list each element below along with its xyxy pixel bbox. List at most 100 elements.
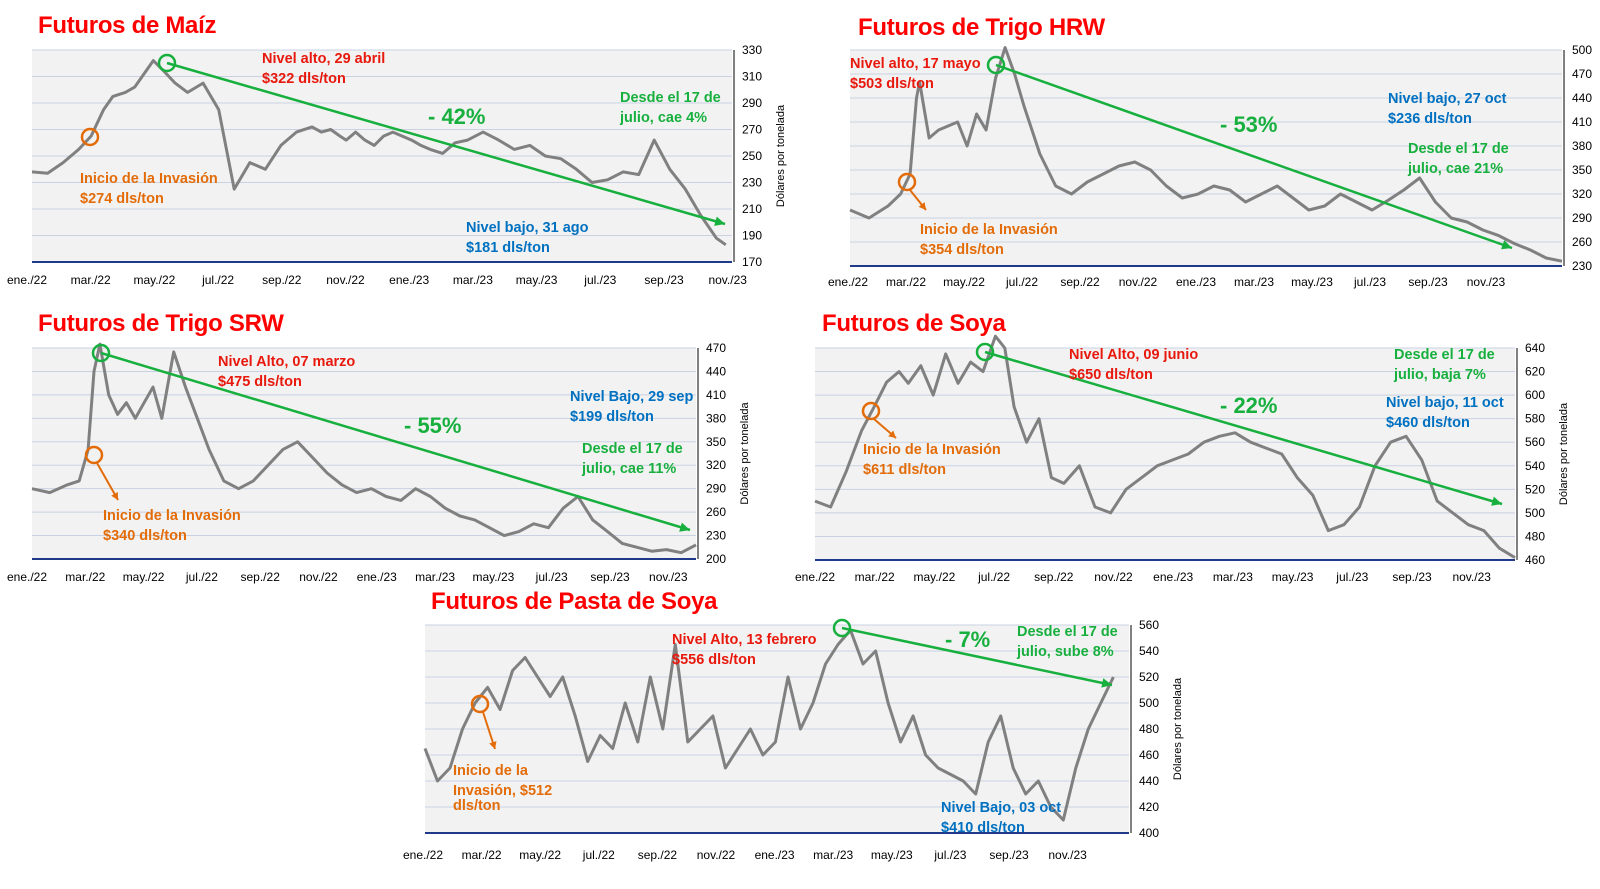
y-tick-label: 230 (706, 529, 726, 543)
x-tick-label: may./23 (516, 273, 558, 287)
y-tick-label: 520 (1525, 482, 1545, 496)
x-tick-label: jul./23 (933, 848, 966, 862)
x-tick-label: jul./22 (185, 570, 218, 584)
y-axis-label: Dólares por tonelada (1172, 677, 1184, 780)
invasion-annotation: Invasión, $512 (453, 783, 552, 799)
chart-svg: 230260290320350380410440470500Dólares po… (828, 43, 1592, 289)
x-tick-label: mar./23 (813, 848, 853, 862)
y-tick-label: 290 (706, 482, 726, 496)
x-tick-label: ene./23 (1153, 570, 1193, 584)
x-tick-label: jul./22 (977, 570, 1010, 584)
high-annotation: $556 dls/ton (672, 652, 756, 668)
x-tick-label: nov./22 (1119, 275, 1158, 289)
trend-arrow (984, 350, 1503, 506)
y-tick-label: 600 (1525, 388, 1545, 402)
invasion-annotation: $274 dls/ton (80, 191, 164, 207)
low-annotation: Nivel Bajo, 03 oct (941, 800, 1061, 816)
x-tick-label: mar./23 (1213, 570, 1253, 584)
x-tick-label: may./22 (519, 848, 561, 862)
plot-area (32, 348, 696, 559)
x-tick-label: nov./23 (1048, 848, 1087, 862)
x-tick-label: nov./23 (649, 570, 688, 584)
x-tick-label: may./23 (473, 570, 515, 584)
y-tick-label: 540 (1139, 644, 1159, 658)
y-tick-label: 270 (742, 123, 762, 137)
x-tick-label: may./22 (123, 570, 165, 584)
x-tick-label: sep./23 (590, 570, 630, 584)
x-tick-label: nov./22 (299, 570, 338, 584)
invasion-annotation: Inicio de la Invasión (103, 508, 241, 524)
invasion-marker (470, 694, 490, 714)
chart-panel-pasta: Futuros de Pasta de Soya 400 420 440 460 480… (400, 585, 1200, 885)
low-annotation: $199 dls/ton (570, 409, 654, 425)
x-tick-label: jul./23 (1353, 275, 1386, 289)
since-annotation: Desde el 17 de (1408, 141, 1509, 157)
low-annotation: $236 dls/ton (1388, 111, 1472, 127)
high-annotation: Nivel Alto, 07 marzo (218, 354, 355, 370)
y-tick-label: 500 (1525, 506, 1545, 520)
x-tick-label: jul./22 (1005, 275, 1038, 289)
x-tick-label: mar./22 (855, 570, 895, 584)
y-tick-label: 320 (706, 458, 726, 472)
since-annotation: julio, cae 21% (1407, 161, 1503, 177)
chart-svg: 400 420 440 460 480 500 520 540 560 Dólares por t… (403, 618, 1184, 862)
high-annotation: Nivel alto, 29 abril (262, 51, 385, 67)
chart-title: Futuros de Trigo HRW (858, 14, 1105, 41)
series-line (849, 46, 1563, 263)
since-annotation: Desde el 17 de (620, 90, 721, 106)
invasion-annotation: $340 dls/ton (103, 528, 187, 544)
x-tick-label: jul./22 (582, 848, 615, 862)
y-tick-label: 500 (1572, 43, 1592, 57)
high-annotation: $503 dls/ton (850, 76, 934, 92)
y-tick-label: 580 (1525, 412, 1545, 426)
y-tick-label: 210 (742, 202, 762, 216)
x-tick-label: sep./22 (262, 273, 302, 287)
invasion-annotation: Inicio de la Invasión (863, 442, 1001, 458)
invasion-annotation: $611 dls/ton (863, 462, 946, 478)
y-tick-label: 310 (742, 70, 762, 84)
x-tick-label: nov./22 (697, 848, 736, 862)
series-line (31, 342, 697, 555)
invasion-arrowhead (489, 741, 497, 749)
x-tick-label: ene./23 (1176, 275, 1216, 289)
invasion-annotation: Inicio de la (453, 763, 529, 779)
trend-arrow (166, 61, 726, 226)
y-tick-label: 560 (1139, 618, 1159, 632)
x-tick-label: jul./22 (201, 273, 234, 287)
x-tick-label: sep./22 (241, 570, 281, 584)
x-tick-label: ene./23 (357, 570, 397, 584)
series-line (423, 628, 1115, 822)
x-tick-label: sep./23 (989, 848, 1029, 862)
invasion-arrowhead (888, 430, 896, 438)
y-tick-label: 290 (742, 96, 762, 110)
series-line (31, 59, 727, 247)
trend-percent: - 53% (1220, 112, 1277, 137)
x-tick-label: sep./23 (1408, 275, 1448, 289)
y-tick-label: 380 (706, 411, 726, 425)
y-tick-label: 640 (1525, 341, 1545, 355)
chart-panel-hrw: Futuros de Trigo HRW 230 260 290 320 350 380 4… (800, 0, 1600, 300)
x-tick-label: may./22 (914, 570, 956, 584)
x-tick-label: ene./22 (828, 275, 868, 289)
y-axis-label: Dólares por tonelada (739, 402, 751, 505)
since-annotation: Desde el 17 de (582, 441, 683, 457)
x-tick-label: mar./23 (1234, 275, 1274, 289)
y-tick-label: 480 (1525, 529, 1545, 543)
x-tick-label: mar./22 (886, 275, 926, 289)
chart-panel-soya: Futuros de Soya 460 480 500 520 540 560 580 600… (790, 300, 1600, 590)
y-tick-label: 500 (1139, 696, 1159, 710)
x-tick-label: ene./23 (755, 848, 795, 862)
high-annotation: Nivel Alto, 13 febrero (672, 632, 817, 648)
x-tick-label: mar./23 (453, 273, 493, 287)
y-tick-label: 350 (1572, 163, 1592, 177)
y-tick-label: 420 (1139, 800, 1159, 814)
high-marker (91, 343, 111, 363)
low-annotation: Nivel bajo, 31 ago (466, 220, 589, 236)
y-tick-label: 560 (1525, 435, 1545, 449)
x-tick-label: may./23 (1291, 275, 1333, 289)
x-tick-label: ene./23 (389, 273, 429, 287)
high-marker (157, 53, 177, 73)
trend-arrowhead (1101, 678, 1112, 688)
x-tick-label: may./22 (134, 273, 176, 287)
x-tick-label: mar./22 (65, 570, 105, 584)
